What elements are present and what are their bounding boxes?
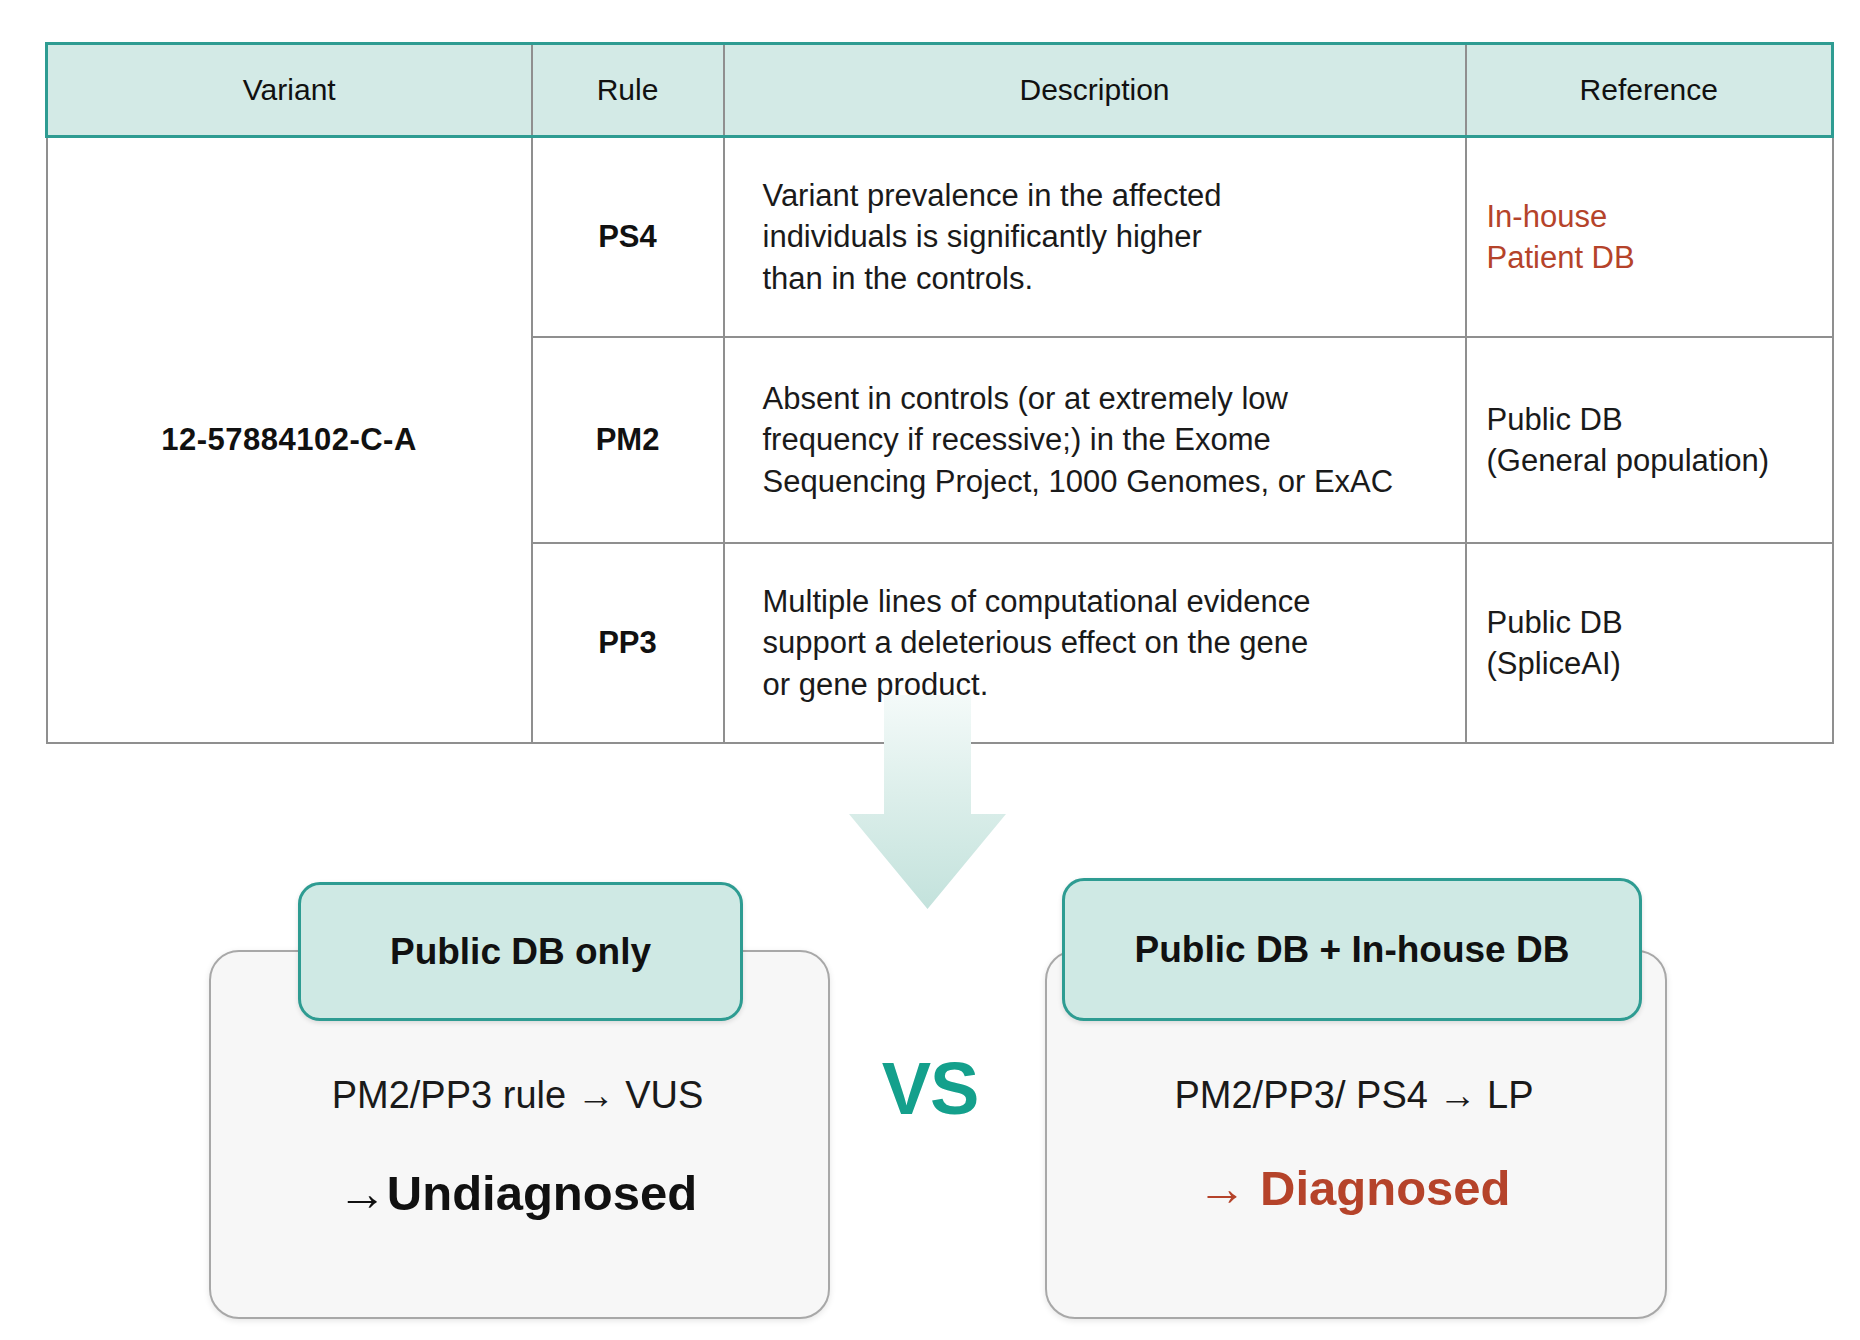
- acmg-variant-evidence-diagram: Variant Rule Description Reference 12-57…: [0, 0, 1860, 1340]
- reference-cell-pm2: Public DB (General population): [1466, 337, 1833, 543]
- column-header-variant: Variant: [47, 44, 532, 137]
- variant-id-cell: 12-57884102-C-A: [47, 137, 532, 744]
- badge-public-db-only: Public DB only: [298, 882, 743, 1021]
- table-header-row: Variant Rule Description Reference: [47, 44, 1833, 137]
- right-panel-outcome-text: → Diagnosed: [1197, 1161, 1510, 1215]
- rule-cell-pp3: PP3: [532, 543, 724, 743]
- vs-label: VS: [845, 1046, 1015, 1131]
- reference-cell-ps4: In-house Patient DB: [1466, 137, 1833, 338]
- rule-cell-ps4: PS4: [532, 137, 724, 338]
- column-header-description: Description: [724, 44, 1466, 137]
- rule-cell-pm2: PM2: [532, 337, 724, 543]
- variant-evidence-table: Variant Rule Description Reference 12-57…: [45, 42, 1834, 744]
- description-cell-pm2: Absent in controls (or at extremely low …: [724, 337, 1466, 543]
- right-panel-outcome: → Diagnosed: [1045, 1160, 1663, 1216]
- badge-public-plus-inhouse-db: Public DB + In-house DB: [1062, 878, 1642, 1021]
- reference-cell-pp3: Public DB (SpliceAI): [1466, 543, 1833, 743]
- description-cell-pp3: Multiple lines of computational evidence…: [724, 543, 1466, 743]
- badge-public-db-only-label: Public DB only: [390, 931, 651, 973]
- left-panel-outcome: →Undiagnosed: [209, 1165, 826, 1221]
- right-panel-rule-result: PM2/PP3/ PS4 → LP: [1045, 1074, 1663, 1117]
- right-panel-rule-result-text: PM2/PP3/ PS4 → LP: [1174, 1074, 1533, 1116]
- left-panel-outcome-text: →Undiagnosed: [338, 1166, 697, 1220]
- column-header-reference: Reference: [1466, 44, 1833, 137]
- table-row: 12-57884102-C-A PS4 Variant prevalence i…: [47, 137, 1833, 338]
- left-panel-rule-result: PM2/PP3 rule → VUS: [209, 1074, 826, 1117]
- description-cell-ps4: Variant prevalence in the affected indiv…: [724, 137, 1466, 338]
- badge-public-plus-inhouse-db-label: Public DB + In-house DB: [1135, 929, 1570, 971]
- left-panel-rule-result-text: PM2/PP3 rule → VUS: [332, 1074, 704, 1116]
- column-header-rule: Rule: [532, 44, 724, 137]
